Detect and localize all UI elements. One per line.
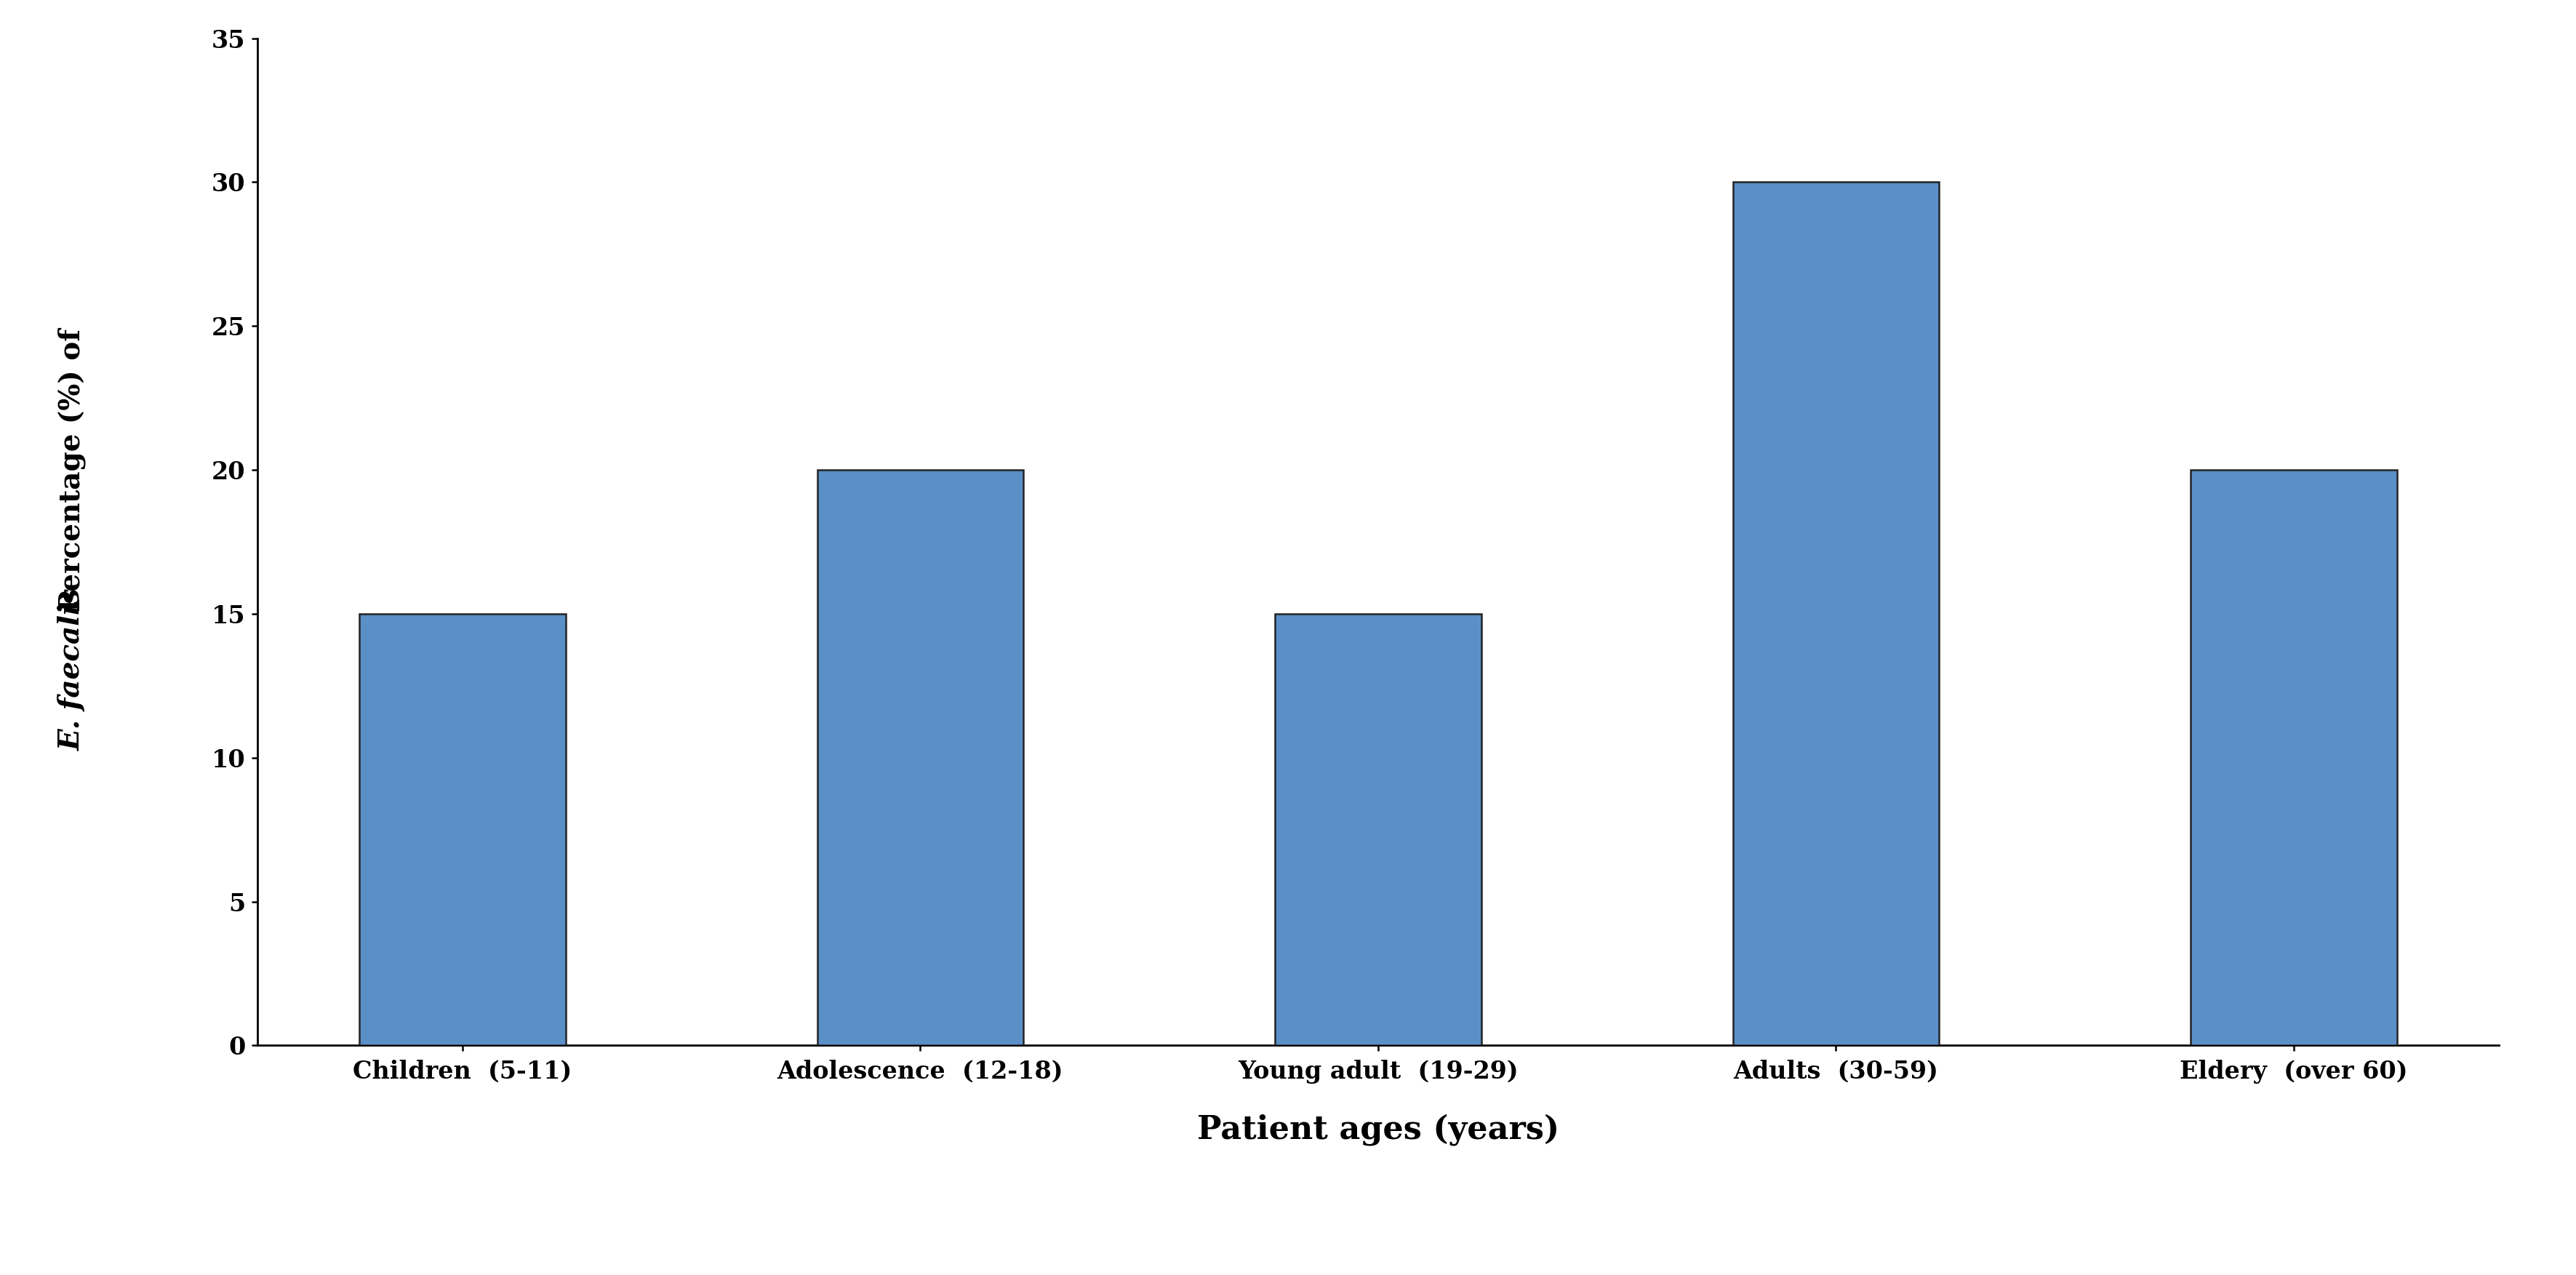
Bar (817, 470, 1023, 1046)
Bar (1275, 613, 1481, 1046)
Bar (2190, 470, 2396, 1046)
Text: Percentage (%) of: Percentage (%) of (59, 319, 85, 612)
Text: E. faecalis: E. faecalis (59, 588, 85, 751)
Bar (1734, 182, 1940, 1046)
Bar (361, 613, 567, 1046)
X-axis label: Patient ages (years): Patient ages (years) (1198, 1114, 1558, 1146)
